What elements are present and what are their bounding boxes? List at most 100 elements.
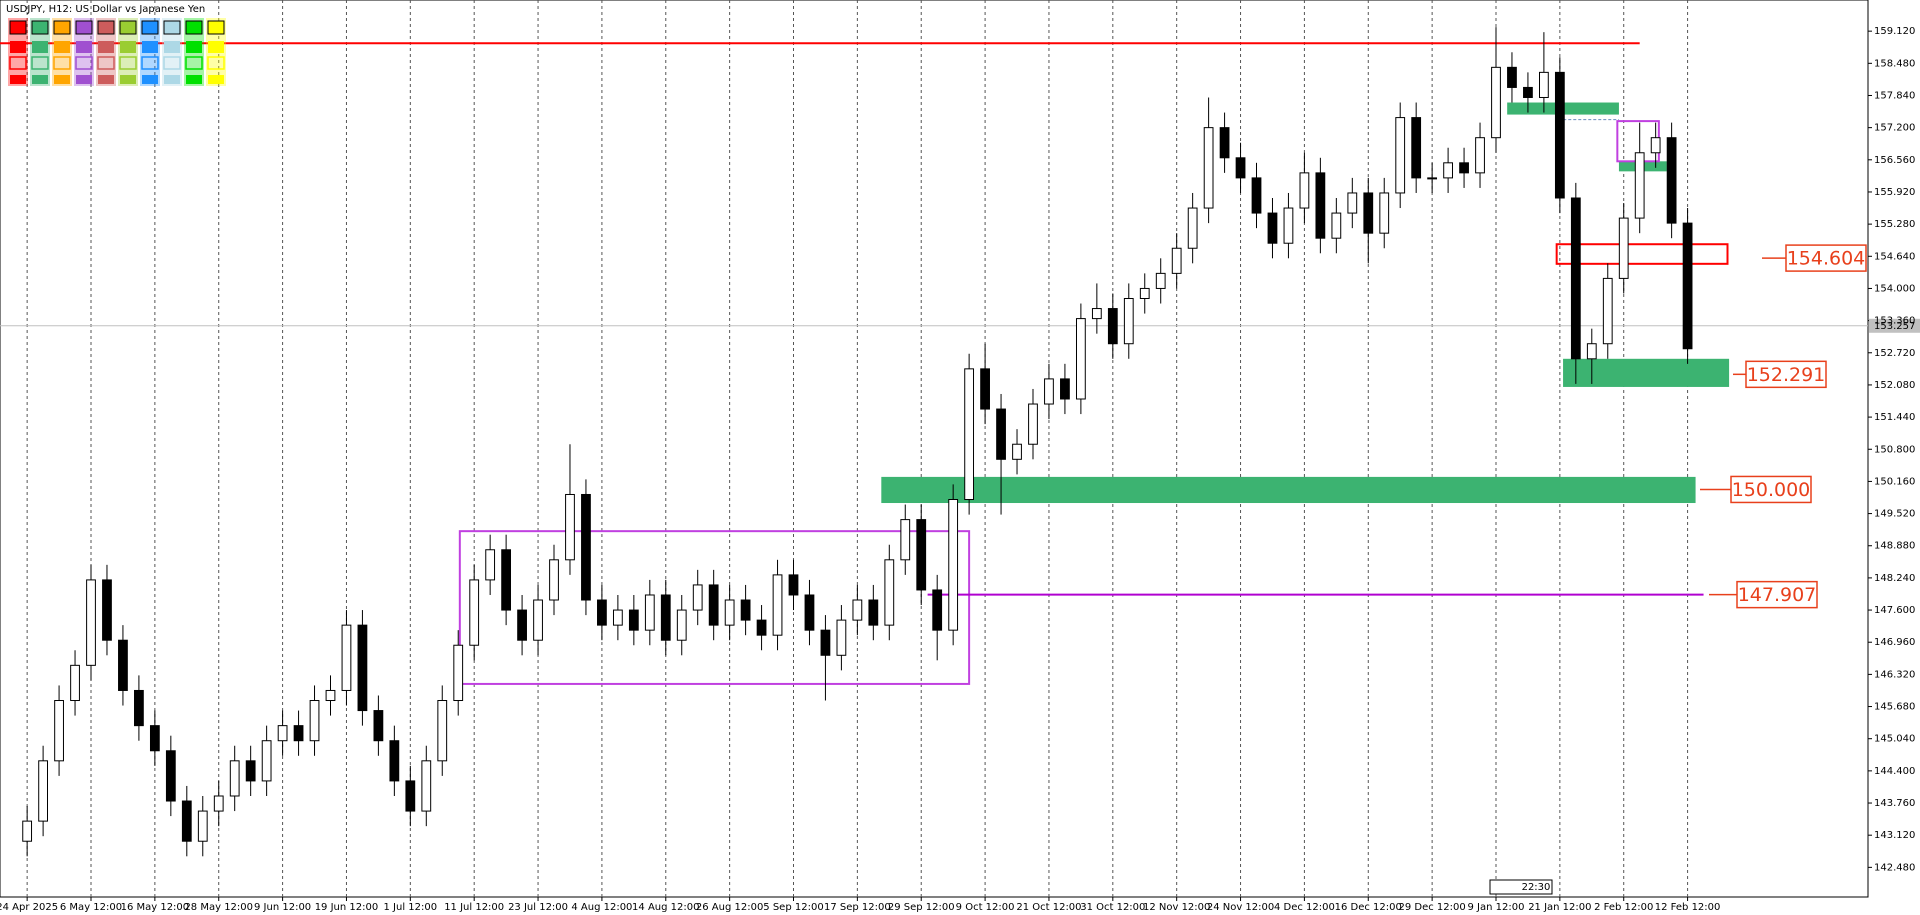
candle-body — [1459, 162, 1469, 174]
palette-swatch — [185, 20, 203, 35]
y-tick-label: 152.720 — [1874, 348, 1915, 359]
candle-body — [868, 599, 879, 626]
candle-body — [628, 609, 639, 631]
palette-swatch — [9, 56, 27, 70]
candle-body — [820, 629, 831, 656]
y-tick-label: 145.040 — [1874, 734, 1915, 745]
candle-body — [1315, 172, 1326, 239]
candle-body — [229, 760, 240, 797]
overlay: 154.604 152.291 150.000 147.907 153.257 22:30 — [1489, 244, 1920, 895]
candle-body — [38, 760, 48, 822]
time-marker-box — [1489, 879, 1553, 895]
x-tick-label: 28 May 12:00 — [184, 902, 253, 913]
candle-body — [1443, 162, 1453, 179]
y-tick-label: 147.600 — [1874, 605, 1915, 616]
candle-body — [437, 700, 448, 762]
palette-swatch — [31, 20, 49, 35]
candle-body — [102, 579, 112, 641]
palette-swatch — [141, 56, 159, 70]
candle-body — [1475, 137, 1485, 174]
candle-body — [1523, 86, 1533, 98]
candle-body — [213, 795, 224, 812]
candle-body — [852, 599, 863, 621]
candle-body — [1363, 192, 1374, 234]
zone — [1563, 358, 1730, 387]
candle-body — [277, 725, 288, 742]
candle-body — [1123, 297, 1134, 345]
x-tick-label: 9 Jun 12:00 — [254, 902, 311, 913]
candle-body — [708, 584, 719, 626]
level-box — [1736, 580, 1818, 609]
candle-body — [453, 644, 464, 702]
palette-swatch — [120, 75, 136, 84]
candle-body — [1395, 117, 1406, 194]
x-tick-label: 21 Jan 12:00 — [1528, 902, 1591, 913]
x-tick-label: 21 Oct 12:00 — [1016, 902, 1081, 913]
plot-frame — [0, 0, 1869, 898]
candle-body — [549, 559, 559, 601]
candle-body — [245, 760, 256, 782]
y-tick-label: 143.760 — [1874, 798, 1915, 809]
level-label: 152.291 — [1747, 364, 1826, 386]
x-tick-label: 5 Sep 12:00 — [763, 902, 823, 913]
y-tick-label: 157.840 — [1874, 90, 1915, 101]
candle-body — [469, 579, 480, 646]
candle-body — [1650, 137, 1661, 154]
y-tick-label: 150.800 — [1874, 444, 1915, 455]
candle-body — [1155, 272, 1166, 289]
y-tick-label: 154.640 — [1874, 251, 1915, 262]
candle-body — [1379, 192, 1390, 234]
palette-swatch — [32, 41, 48, 53]
candle-body — [517, 609, 527, 641]
candle-body — [1554, 71, 1565, 199]
candle-body — [660, 594, 671, 641]
candle-body — [405, 780, 416, 812]
candle-body — [501, 549, 512, 611]
y-tick-label: 151.440 — [1874, 412, 1915, 423]
time-marker-label: 22:30 — [1522, 882, 1551, 893]
palette-swatch — [53, 56, 71, 70]
candle-body — [1682, 222, 1693, 350]
palette-swatch — [186, 75, 202, 84]
candle-body — [1491, 66, 1501, 139]
candle-body — [1411, 117, 1422, 179]
palette-swatch — [9, 20, 27, 35]
palette-panel — [8, 18, 226, 86]
candle-body — [964, 368, 975, 501]
palette-swatch — [76, 75, 92, 84]
palette-swatch — [141, 20, 159, 35]
candle-body — [181, 800, 192, 842]
candle-body — [1634, 152, 1645, 219]
candle-body — [740, 599, 751, 621]
y-tick-label: 144.400 — [1874, 766, 1915, 777]
candle-body — [565, 493, 575, 561]
palette-swatch — [120, 41, 136, 53]
palette-swatch — [53, 20, 71, 35]
candle-body — [70, 664, 80, 702]
candle-body — [54, 700, 64, 762]
x-tick-label: 4 Aug 12:00 — [571, 902, 632, 913]
palette-swatch — [54, 41, 70, 53]
x-tick-label: 29 Sep 12:00 — [888, 902, 955, 913]
candle-body — [1507, 66, 1517, 88]
candle-body — [996, 408, 1006, 460]
grid — [26, 0, 1872, 901]
palette-swatch — [31, 56, 49, 70]
x-tick-label: 24 Apr 2025 — [0, 902, 58, 913]
level-label: 154.604 — [1787, 248, 1866, 270]
palette-swatch — [10, 75, 26, 84]
level-box — [1785, 244, 1867, 272]
palette-swatch — [54, 75, 70, 84]
palette-swatch — [10, 41, 26, 53]
candle-body — [373, 710, 384, 742]
candle-body — [533, 599, 543, 641]
current-price-box — [1869, 318, 1920, 333]
palette-swatch — [164, 41, 180, 53]
y-tick-label: 148.240 — [1874, 573, 1915, 584]
candle-body — [1602, 277, 1613, 345]
candle-body — [86, 579, 96, 666]
y-tick-label: 143.120 — [1874, 830, 1915, 841]
candle-body — [293, 725, 304, 742]
candle-body — [836, 619, 847, 656]
